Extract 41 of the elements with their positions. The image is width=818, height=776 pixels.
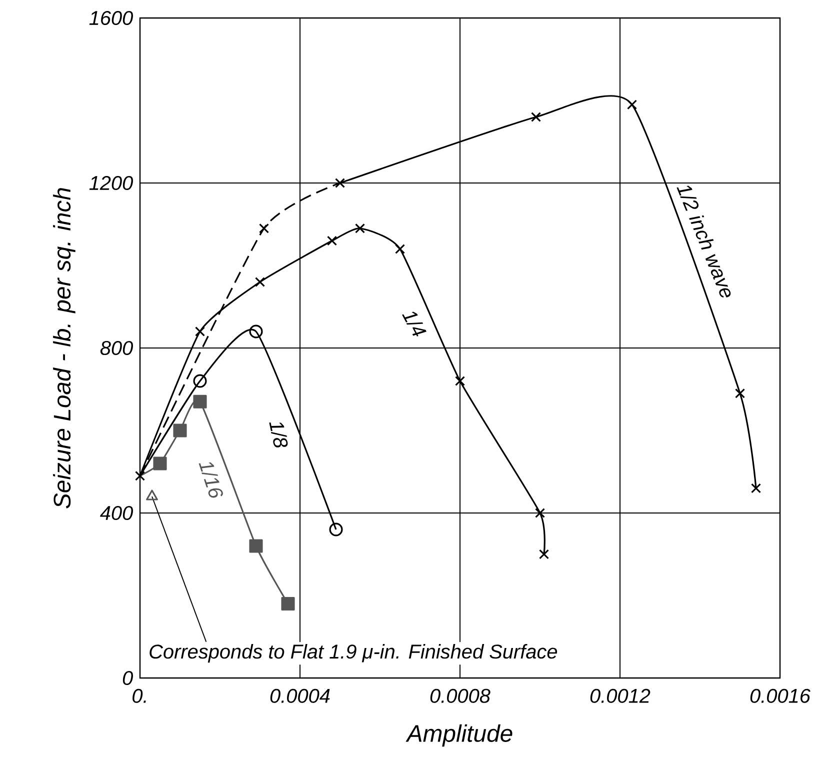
point xyxy=(153,456,167,470)
point xyxy=(173,424,187,438)
point xyxy=(249,324,263,338)
point xyxy=(334,178,346,188)
point xyxy=(538,549,550,560)
x-tick-label: 0. xyxy=(132,688,146,703)
point xyxy=(326,236,338,246)
point xyxy=(394,244,406,254)
point xyxy=(194,326,206,337)
text: 1/8 xyxy=(269,422,288,448)
point xyxy=(193,374,207,388)
point xyxy=(626,100,638,110)
y-tick-label: 0 xyxy=(122,670,133,686)
point xyxy=(134,470,146,481)
point xyxy=(530,112,542,122)
annotation: Corresponds to Flat 1.9 μ-in. Finished Surface xyxy=(150,644,558,663)
text: 1/2 inch wave xyxy=(676,186,731,298)
point xyxy=(281,596,295,611)
point xyxy=(454,376,466,386)
x-tick-label: 0.0008 xyxy=(430,688,490,703)
point xyxy=(734,388,746,398)
y-tick-label: 400 xyxy=(100,506,133,520)
text: 1/4 xyxy=(402,312,427,336)
point xyxy=(193,394,207,408)
text: 1/16 xyxy=(198,462,223,498)
point xyxy=(329,522,343,536)
point xyxy=(146,490,158,500)
point xyxy=(354,223,366,234)
x-tick-label: 0.0004 xyxy=(270,688,330,703)
x-tick-label: 0.0012 xyxy=(590,688,650,703)
point xyxy=(249,539,263,553)
y-tick-label: 1600 xyxy=(89,10,133,26)
point xyxy=(254,276,266,288)
y-tick-label: 1200 xyxy=(89,176,133,190)
y-tick-label: 800 xyxy=(100,340,133,356)
point xyxy=(534,508,546,518)
point xyxy=(750,483,762,494)
x-axis-title: Amplitude xyxy=(406,724,512,747)
point xyxy=(258,223,270,234)
x-tick-label: 0.0016 xyxy=(750,688,810,703)
y-axis-title: Seizure Load - lb. per sq. inch xyxy=(53,188,76,508)
